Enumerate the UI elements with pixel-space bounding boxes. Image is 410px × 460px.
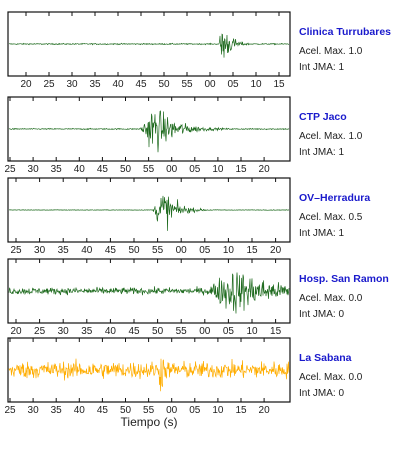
acel-max-label: Acel. Max. 0.0 [299,293,363,304]
tick-label: 00 [204,79,216,90]
tick-label: 00 [166,405,178,416]
panel-frame [7,258,291,324]
acel-max-label: Acel. Max. 1.0 [299,131,363,142]
tick-label: 40 [74,164,86,175]
tick-label: 25 [4,405,16,416]
tick-label: 15 [273,79,285,90]
tick-label: 20 [270,245,282,256]
tick-label: 30 [66,79,78,90]
seismogram-trace [8,358,290,392]
station-name: La Sabana [299,352,352,364]
acel-max-label: Acel. Max. 0.5 [299,212,363,223]
tick-label: 45 [135,79,147,90]
tick-label: 05 [199,245,211,256]
tick-label: 25 [10,245,22,256]
tick-label: 10 [250,79,262,90]
tick-label: 05 [223,326,235,337]
tick-label: 10 [223,245,235,256]
tick-label: 15 [235,405,247,416]
tick-label: 40 [81,245,93,256]
tick-label: 40 [112,79,124,90]
tick-label: 25 [43,79,55,90]
tick-label: 55 [181,79,193,90]
seismogram-trace [8,272,290,314]
tick-label: 25 [4,164,16,175]
tick-label: 20 [259,164,271,175]
tick-label: 30 [28,164,40,175]
tick-label: 25 [34,326,46,337]
tick-label: 10 [212,405,224,416]
tick-label: 35 [51,405,63,416]
tick-label: 35 [81,326,93,337]
tick-label: 05 [189,405,201,416]
acel-max-label: Acel. Max. 1.0 [299,46,363,57]
tick-label: 35 [58,245,70,256]
tick-label: 20 [20,79,32,90]
station-name: Hosp. San Ramon [299,273,389,285]
tick-label: 50 [128,245,140,256]
int-jma-label: Int JMA: 1 [299,62,344,73]
tick-label: 45 [97,164,109,175]
tick-label: 05 [189,164,201,175]
tick-label: 50 [152,326,164,337]
tick-label: 50 [120,164,132,175]
tick-label: 55 [143,405,155,416]
acel-max-label: Acel. Max. 0.0 [299,372,363,383]
tick-label: 30 [34,245,46,256]
int-jma-label: Int JMA: 1 [299,147,344,158]
int-jma-label: Int JMA: 0 [299,388,344,399]
panel-frame [7,177,291,243]
tick-label: 45 [128,326,140,337]
seismogram-trace [8,33,290,58]
tick-label: 50 [158,79,170,90]
tick-label: 45 [97,405,109,416]
panel-frame [7,11,291,77]
tick-label: 40 [105,326,117,337]
tick-label: 15 [246,245,258,256]
tick-label: 30 [58,326,70,337]
int-jma-label: Int JMA: 0 [299,309,344,320]
tick-label: 45 [105,245,117,256]
tick-label: 30 [28,405,40,416]
tick-label: 00 [176,245,188,256]
tick-label: 55 [152,245,164,256]
tick-label: 35 [51,164,63,175]
station-name: Clinica Turrubares [299,26,391,38]
tick-label: 05 [227,79,239,90]
tick-label: 55 [143,164,155,175]
seismogram-trace [8,110,290,153]
tick-label: 15 [270,326,282,337]
station-name: OV–Herradura [299,192,370,204]
tick-label: 00 [166,164,178,175]
tick-label: 35 [89,79,101,90]
seismogram-trace [9,195,290,231]
tick-label: 10 [246,326,258,337]
tick-label: 50 [120,405,132,416]
tick-label: 00 [199,326,211,337]
tick-label: 55 [176,326,188,337]
tick-label: 10 [212,164,224,175]
x-axis-title: Tiempo (s) [121,415,178,429]
tick-label: 15 [235,164,247,175]
station-name: CTP Jaco [299,111,347,123]
int-jma-label: Int JMA: 1 [299,228,344,239]
tick-label: 40 [74,405,86,416]
tick-label: 20 [259,405,271,416]
tick-label: 20 [10,326,22,337]
